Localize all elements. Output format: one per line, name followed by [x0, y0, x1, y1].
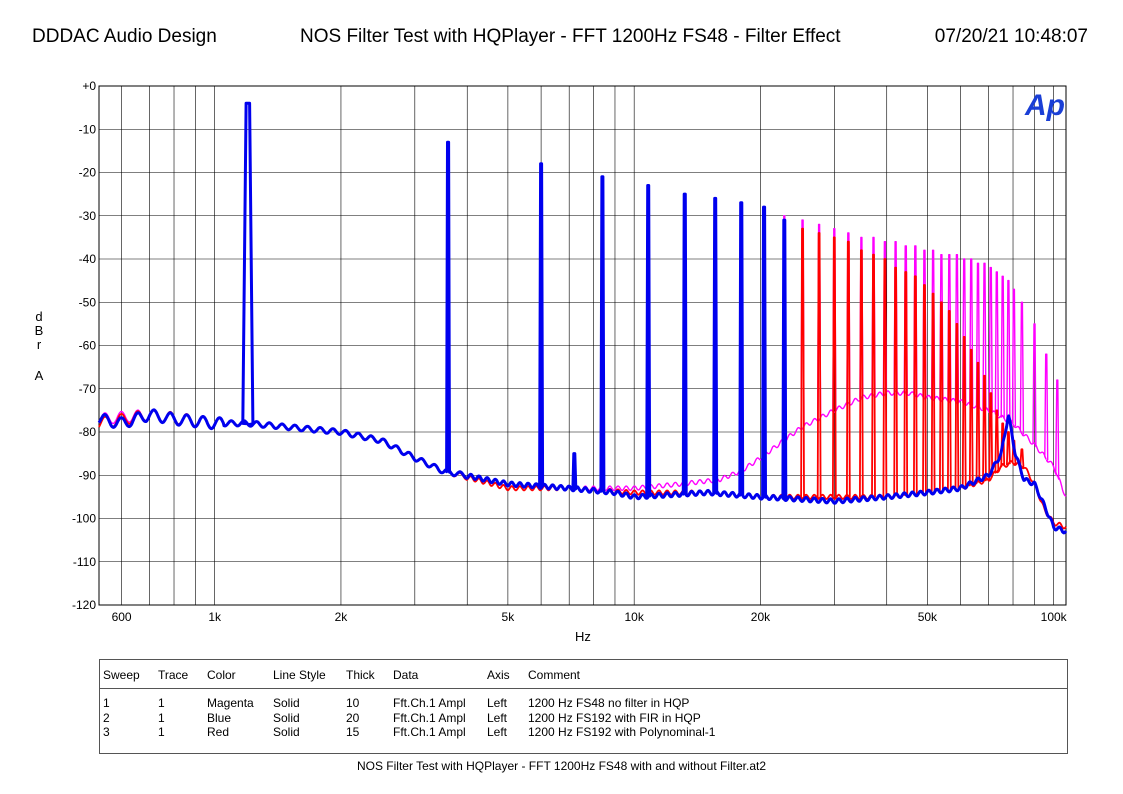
legend-header-comment: Comment — [528, 668, 581, 682]
y-tick-label: -10 — [79, 122, 97, 136]
header-chart-title: NOS Filter Test with HQPlayer - FFT 1200… — [300, 26, 841, 47]
y-tick-label: -20 — [79, 166, 97, 180]
legend-cell-thick: 10 — [346, 696, 360, 710]
ap-logo: Ap — [1024, 89, 1065, 122]
y-tick-label: -70 — [79, 382, 97, 396]
legend-cell-axis: Left — [487, 711, 508, 725]
legend-cell-thick: 20 — [346, 711, 360, 725]
legend-table: Sweep Trace Color Line Style Thick Data … — [99, 659, 1068, 754]
legend-cell-thick: 15 — [346, 725, 360, 739]
legend-header-sweep: Sweep — [103, 668, 140, 682]
x-tick-label: 10k — [624, 610, 644, 624]
legend-cell-trace: 1 — [158, 696, 165, 710]
footer-filename: NOS Filter Test with HQPlayer - FFT 1200… — [356, 759, 767, 773]
chart-grid — [99, 85, 1066, 606]
svg-text:d: d — [35, 309, 42, 324]
y-tick-label: -100 — [72, 512, 96, 526]
header-timestamp: 07/20/21 10:48:07 — [934, 26, 1088, 47]
y-tick-label: -40 — [79, 252, 97, 266]
legend-cell-data: Fft.Ch.1 Ampl — [393, 696, 466, 710]
legend-cell-line-style: Solid — [273, 696, 300, 710]
legend-cell-color: Red — [207, 725, 230, 739]
legend-cell-data: Fft.Ch.1 Ampl — [393, 725, 466, 739]
x-tick-label: 2k — [335, 610, 349, 624]
y-tick-label: -60 — [79, 339, 97, 353]
y-tick-label: -110 — [73, 555, 96, 569]
legend-divider — [100, 688, 1067, 689]
legend-header-color: Color — [207, 668, 236, 682]
y-tick-labels: +0 -10 -20 -30 -40 -50 -60 -70 -80 -90 -100 -110 -12… — [72, 79, 96, 612]
y-axis-label: d B r A — [35, 309, 44, 383]
legend-cell-data: Fft.Ch.1 Ampl — [393, 711, 466, 725]
y-tick-label: -50 — [79, 295, 97, 309]
y-tick-label: -120 — [72, 598, 96, 612]
legend-cell-line-style: Solid — [273, 725, 300, 739]
legend-header-axis: Axis — [487, 668, 510, 682]
y-tick-label: -90 — [79, 468, 97, 482]
trace-blue — [97, 101, 1068, 535]
legend-cell-comment: 1200 Hz FS48 no filter in HQP — [528, 696, 690, 710]
legend-cell-line-style: Solid — [273, 711, 300, 725]
x-tick-label: 1k — [208, 610, 222, 624]
x-axis-label: Hz — [575, 629, 591, 644]
legend-cell-sweep: 2 — [103, 711, 110, 725]
x-tick-label: 20k — [751, 610, 771, 624]
legend-cell-comment: 1200 Hz FS192 with FIR in HQP — [528, 711, 701, 725]
legend-header-trace: Trace — [158, 668, 189, 682]
y-tick-label: +0 — [82, 79, 96, 93]
header-left-title: DDDAC Audio Design — [32, 26, 217, 47]
legend-header-thick: Thick — [346, 668, 375, 682]
legend-cell-color: Magenta — [207, 696, 254, 710]
legend-cell-sweep: 3 — [103, 725, 110, 739]
x-tick-labels: 600 1k 2k 5k 10k 20k 50k 100k — [112, 610, 1068, 624]
svg-text:A: A — [35, 368, 44, 383]
fft-chart: +0 -10 -20 -30 -40 -50 -60 -70 -80 -90 -100 -110 -12… — [35, 79, 1068, 644]
legend-cell-trace: 1 — [158, 711, 165, 725]
svg-text:r: r — [37, 337, 42, 352]
x-tick-label: 600 — [112, 610, 132, 624]
x-tick-label: 5k — [502, 610, 516, 624]
x-tick-label: 50k — [918, 610, 938, 624]
legend-header-line-style: Line Style — [273, 668, 326, 682]
legend-cell-sweep: 1 — [103, 696, 110, 710]
legend-cell-comment: 1200 Hz FS192 with Polynominal-1 — [528, 725, 716, 739]
chart-traces — [97, 101, 1068, 535]
legend-header-data: Data — [393, 668, 419, 682]
legend-cell-trace: 1 — [158, 725, 165, 739]
svg-text:B: B — [35, 323, 44, 338]
x-tick-label: 100k — [1041, 610, 1068, 624]
y-tick-label: -30 — [79, 209, 97, 223]
legend-cell-axis: Left — [487, 725, 508, 739]
legend-cell-color: Blue — [207, 711, 232, 725]
y-tick-label: -80 — [79, 425, 97, 439]
legend-cell-axis: Left — [487, 696, 508, 710]
